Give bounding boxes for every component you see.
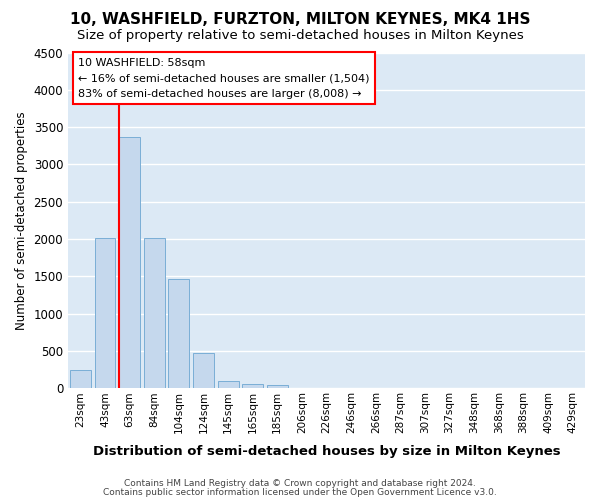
X-axis label: Distribution of semi-detached houses by size in Milton Keynes: Distribution of semi-detached houses by … [93, 444, 560, 458]
Bar [144, 238, 164, 388]
Bar [169, 280, 189, 388]
Text: Size of property relative to semi-detached houses in Milton Keynes: Size of property relative to semi-detach… [77, 29, 523, 42]
Y-axis label: Number of semi-detached properties: Number of semi-detached properties [15, 111, 28, 330]
Bar [193, 352, 214, 388]
Bar [119, 137, 140, 388]
Text: 10 WASHFIELD: 58sqm
← 16% of semi-detached houses are smaller (1,504)
83% of sem: 10 WASHFIELD: 58sqm ← 16% of semi-detach… [79, 58, 370, 98]
Bar [267, 385, 288, 388]
Text: 10, WASHFIELD, FURZTON, MILTON KEYNES, MK4 1HS: 10, WASHFIELD, FURZTON, MILTON KEYNES, M… [70, 12, 530, 26]
Bar [242, 384, 263, 388]
Text: Contains public sector information licensed under the Open Government Licence v3: Contains public sector information licen… [103, 488, 497, 497]
Bar [218, 381, 239, 388]
Bar [95, 238, 115, 388]
Text: Contains HM Land Registry data © Crown copyright and database right 2024.: Contains HM Land Registry data © Crown c… [124, 479, 476, 488]
Bar [70, 370, 91, 388]
